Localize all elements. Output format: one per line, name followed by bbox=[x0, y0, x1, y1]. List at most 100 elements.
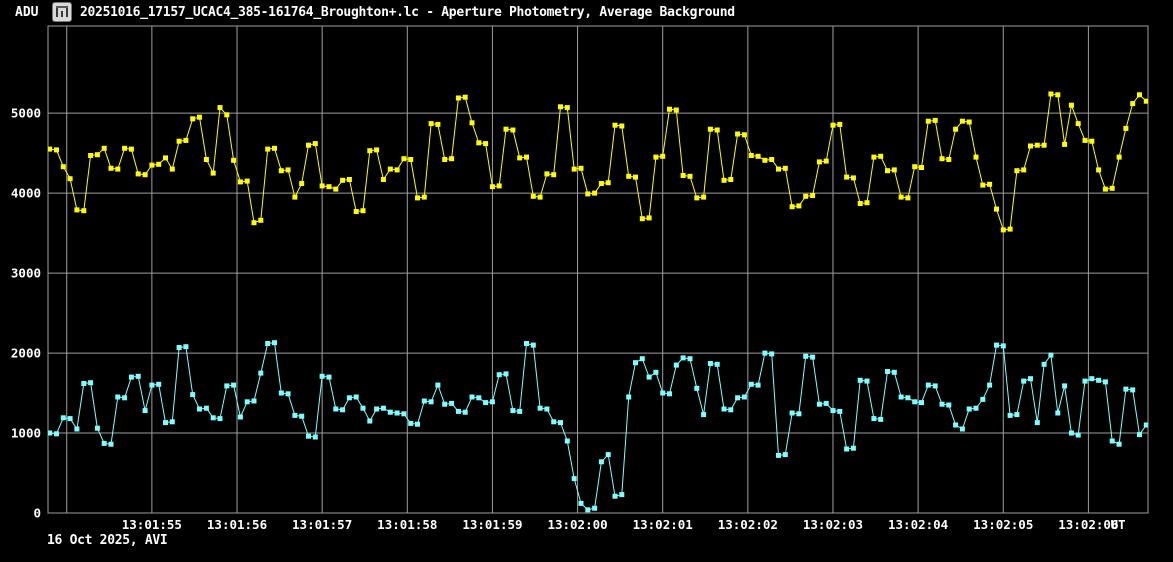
data-point-marker bbox=[285, 167, 291, 173]
data-point-marker bbox=[769, 351, 775, 357]
data-point-marker bbox=[319, 183, 325, 189]
data-point-marker bbox=[449, 156, 455, 162]
data-point-marker bbox=[1137, 432, 1142, 438]
data-point-marker bbox=[1075, 432, 1081, 438]
data-point-marker bbox=[558, 104, 563, 110]
data-point-marker bbox=[81, 381, 87, 386]
data-point-marker bbox=[721, 406, 727, 412]
data-point-marker bbox=[292, 194, 298, 200]
data-point-marker bbox=[476, 395, 482, 401]
data-point-marker bbox=[857, 201, 863, 206]
data-point-marker bbox=[748, 153, 754, 158]
data-point-marker bbox=[360, 208, 366, 214]
data-point-marker bbox=[496, 372, 502, 378]
data-point-marker bbox=[660, 390, 666, 396]
data-point-marker bbox=[578, 500, 584, 506]
x-tick-label: 13:02:04 bbox=[888, 517, 948, 532]
series-line bbox=[49, 93, 1147, 231]
data-point-marker bbox=[994, 206, 999, 212]
data-point-marker bbox=[912, 399, 918, 405]
data-point-marker bbox=[530, 193, 536, 199]
data-point-marker bbox=[101, 440, 107, 446]
y-axis-unit-label: ADU bbox=[15, 5, 39, 20]
data-point-marker bbox=[224, 112, 230, 118]
data-point-marker bbox=[687, 356, 693, 362]
data-point-marker bbox=[169, 166, 175, 172]
data-point-marker bbox=[721, 177, 727, 183]
x-tick-label: 13:02:00 bbox=[547, 517, 607, 532]
data-point-marker bbox=[197, 406, 202, 412]
data-point-marker bbox=[387, 409, 393, 415]
data-point-marker bbox=[94, 425, 100, 431]
data-point-marker bbox=[503, 371, 509, 377]
data-point-marker bbox=[980, 182, 986, 188]
data-point-marker bbox=[128, 374, 134, 380]
data-point-marker bbox=[1089, 138, 1095, 144]
data-point-marker bbox=[48, 430, 53, 436]
data-point-marker bbox=[1075, 121, 1081, 127]
data-point-marker bbox=[585, 191, 591, 197]
data-point-marker bbox=[67, 416, 73, 422]
data-point-marker bbox=[197, 114, 202, 120]
data-point-marker bbox=[803, 353, 809, 359]
data-point-marker bbox=[932, 117, 938, 123]
data-point-marker bbox=[353, 209, 359, 214]
x-tick-label: 13:02:02 bbox=[718, 517, 778, 532]
data-point-marker bbox=[258, 217, 264, 223]
data-point-marker bbox=[415, 421, 420, 427]
data-point-marker bbox=[714, 361, 720, 367]
data-point-marker bbox=[1143, 422, 1148, 428]
data-point-marker bbox=[810, 193, 816, 198]
data-point-marker bbox=[108, 441, 114, 447]
data-point-marker bbox=[1116, 154, 1122, 160]
data-point-marker bbox=[953, 126, 959, 132]
y-tick-label: 3000 bbox=[11, 266, 41, 281]
data-point-marker bbox=[925, 118, 931, 124]
data-point-marker bbox=[564, 438, 570, 444]
data-point-marker bbox=[864, 378, 870, 384]
lightcurve-icon bbox=[52, 2, 72, 22]
data-point-marker bbox=[592, 505, 598, 511]
data-point-marker bbox=[115, 394, 121, 400]
data-point-marker bbox=[973, 154, 979, 160]
data-point-marker bbox=[844, 174, 850, 180]
data-point-marker bbox=[401, 411, 407, 417]
data-point-marker bbox=[54, 431, 59, 437]
data-point-marker bbox=[789, 204, 795, 210]
data-point-marker bbox=[163, 155, 168, 161]
data-point-marker bbox=[265, 341, 271, 346]
data-point-marker bbox=[530, 342, 536, 348]
data-point-marker bbox=[769, 157, 775, 162]
data-point-marker bbox=[326, 184, 332, 190]
data-point-marker bbox=[537, 194, 543, 200]
data-point-marker bbox=[823, 400, 829, 406]
data-point-marker bbox=[1028, 376, 1033, 382]
data-point-marker bbox=[973, 405, 979, 411]
data-point-marker bbox=[210, 415, 216, 421]
data-point-marker bbox=[524, 341, 529, 346]
data-point-marker bbox=[1130, 387, 1136, 393]
data-point-marker bbox=[210, 170, 216, 176]
data-point-marker bbox=[483, 400, 489, 406]
data-point-marker bbox=[306, 142, 311, 148]
data-point-marker bbox=[122, 395, 128, 401]
data-point-marker bbox=[367, 418, 373, 424]
data-point-marker bbox=[810, 354, 816, 360]
data-point-marker bbox=[551, 419, 557, 425]
data-point-marker bbox=[789, 410, 795, 416]
data-point-marker bbox=[353, 394, 359, 400]
data-point-marker bbox=[1109, 185, 1115, 191]
data-point-marker bbox=[272, 340, 277, 346]
data-point-marker bbox=[891, 369, 897, 375]
data-point-marker bbox=[571, 476, 577, 482]
data-point-marker bbox=[489, 184, 495, 190]
data-point-marker bbox=[667, 106, 672, 112]
data-point-marker bbox=[374, 406, 380, 412]
data-point-marker bbox=[564, 105, 570, 111]
data-point-marker bbox=[762, 157, 768, 163]
data-point-marker bbox=[442, 157, 448, 162]
data-point-marker bbox=[837, 408, 843, 414]
data-point-marker bbox=[1123, 125, 1129, 131]
data-point-marker bbox=[932, 383, 938, 389]
x-tick-label: 13:02:03 bbox=[803, 517, 863, 532]
